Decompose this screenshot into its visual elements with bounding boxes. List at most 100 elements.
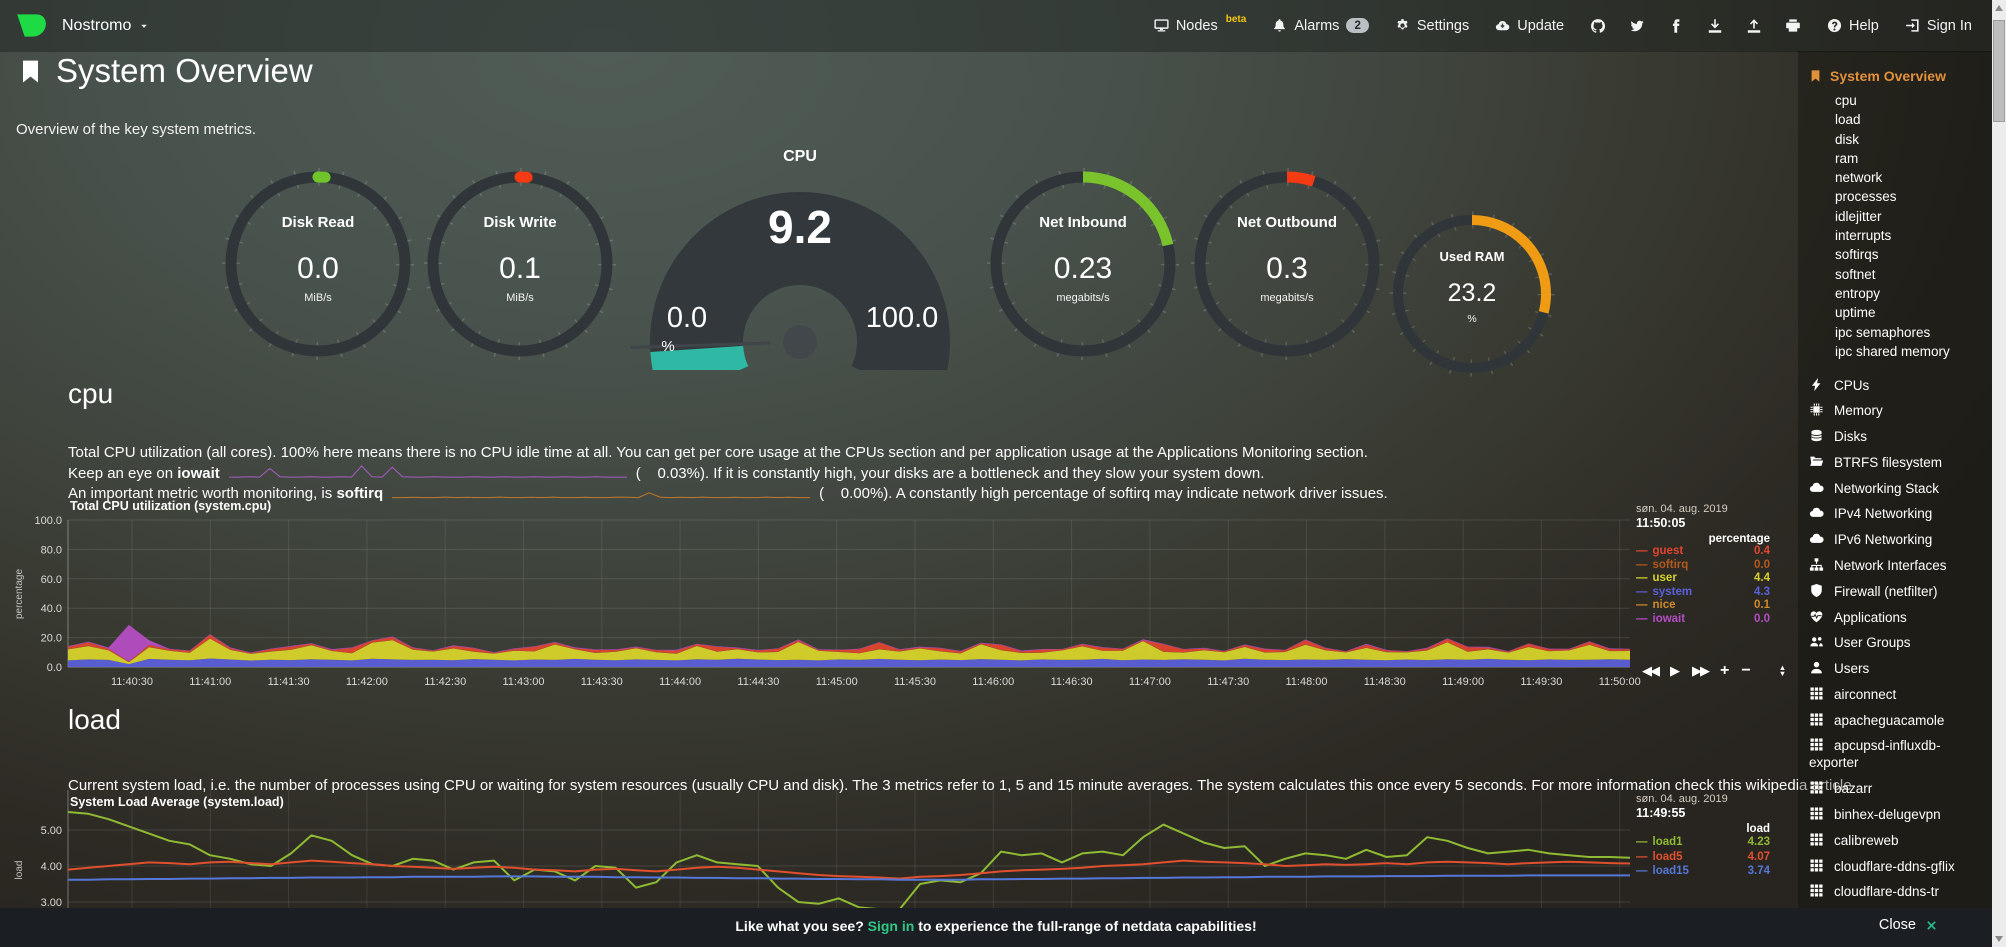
svg-text:11:45:30: 11:45:30 xyxy=(894,676,936,688)
download-icon[interactable] xyxy=(1707,18,1723,34)
update-button[interactable]: Update xyxy=(1495,18,1564,34)
footer-close-button[interactable]: Close xyxy=(1879,917,1938,933)
grid-icon xyxy=(1809,806,1825,821)
sidebar-item-cpus[interactable]: CPUs xyxy=(1809,372,1986,398)
sidebar-item-airconnect[interactable]: airconnect xyxy=(1809,682,1986,708)
bookmark-icon xyxy=(18,58,43,85)
cpu-gauge-min: 0.0 xyxy=(666,302,708,334)
sidebar-item-users[interactable]: Users xyxy=(1809,656,1986,682)
print-icon[interactable] xyxy=(1785,18,1801,34)
settings-button[interactable]: Settings xyxy=(1395,18,1469,34)
hostname-dropdown[interactable]: Nostromo xyxy=(62,17,149,35)
cpu-chart-toolbar: ◀◀ ▶ ▶▶ + − ▲ ▼ xyxy=(1642,662,1786,680)
chart-resize-handle[interactable]: ▲ ▼ xyxy=(1778,662,1787,678)
sidebar-item-network-interfaces[interactable]: Network Interfaces xyxy=(1809,553,1986,579)
sidebar-subitem-ram[interactable]: ram xyxy=(1835,150,1859,166)
sidebar-subitem-softirqs[interactable]: softirqs xyxy=(1835,247,1879,263)
sidebar-subitem-interrupts[interactable]: interrupts xyxy=(1835,228,1892,244)
sidebar-subitem-network[interactable]: network xyxy=(1835,170,1883,186)
footer-banner: Like what you see? Sign in to experience… xyxy=(0,908,1992,947)
disk-read-gauge[interactable]: Disk Read 0.0 MiB/s xyxy=(218,164,418,364)
sidebar-subitem-idlejitter[interactable]: idlejitter xyxy=(1835,208,1882,224)
alarms-button[interactable]: Alarms 2 xyxy=(1272,18,1369,34)
cpu-gauge-chart[interactable]: CPU 9.2 0.0 100.0 % xyxy=(630,142,970,370)
sidebar-subitem-softnet[interactable]: softnet xyxy=(1835,266,1876,282)
twitter-icon[interactable] xyxy=(1629,18,1645,34)
sidebar-item-cloudflare-ddns-tr[interactable]: cloudflare-ddns-tr xyxy=(1809,879,1986,905)
sidebar-item-apacheguacamole[interactable]: apacheguacamole xyxy=(1809,707,1986,733)
sidebar-item-binhex-delugevpn[interactable]: binhex-delugevpn xyxy=(1809,802,1986,828)
legend-entry-softirq[interactable]: — softirq 0.0 xyxy=(1636,558,1770,571)
legend-entry-nice[interactable]: — nice 0.1 xyxy=(1636,599,1770,612)
sidebar-subitem-load[interactable]: load xyxy=(1835,112,1861,128)
legend-entry-load1[interactable]: — load1 4.23 xyxy=(1636,836,1770,848)
sidebar-item-disks[interactable]: Disks xyxy=(1809,424,1986,450)
sidebar-item-ipv4-networking[interactable]: IPv4 Networking xyxy=(1809,501,1986,527)
zoom-out-button[interactable]: − xyxy=(1741,662,1751,679)
rewind-button[interactable]: ◀◀ xyxy=(1642,663,1660,678)
netdata-logo-icon[interactable] xyxy=(14,11,48,40)
gauge-label: Used RAM xyxy=(1439,249,1505,264)
sidebar-item-calibreweb[interactable]: calibreweb xyxy=(1809,827,1986,853)
sidebar-item-memory[interactable]: Memory xyxy=(1809,398,1986,424)
svg-text:4.00: 4.00 xyxy=(41,861,62,873)
nodes-button[interactable]: Nodes beta xyxy=(1154,14,1246,34)
legend-entry-load15[interactable]: — load15 3.74 xyxy=(1636,865,1770,877)
gauge-label: Disk Read xyxy=(281,214,355,231)
question-circle-icon xyxy=(1827,18,1842,33)
help-label: Help xyxy=(1849,17,1879,34)
nodes-label: Nodes xyxy=(1175,17,1218,34)
sidebar-item-cloudflare-ddns-gflix[interactable]: cloudflare-ddns-gflix xyxy=(1809,853,1986,879)
chart-time: 11:50:05 xyxy=(1636,516,1686,530)
sidebar-subitem-cpu[interactable]: cpu xyxy=(1835,93,1857,108)
github-icon[interactable] xyxy=(1590,18,1606,34)
sidebar-item-networking-stack[interactable]: Networking Stack xyxy=(1809,475,1986,501)
footer-signin-link[interactable]: Sign in xyxy=(867,918,915,934)
sidebar-subitem-ipc-semaphores[interactable]: ipc semaphores xyxy=(1835,324,1931,340)
facebook-icon[interactable] xyxy=(1668,18,1684,34)
zoom-in-button[interactable]: + xyxy=(1720,662,1730,679)
help-button[interactable]: Help xyxy=(1827,18,1879,34)
fast-forward-button[interactable]: ▶▶ xyxy=(1692,663,1710,678)
bookmark-icon xyxy=(1809,69,1822,83)
net-outbound-gauge[interactable]: Net Outbound 0.3 megabits/s xyxy=(1187,164,1387,364)
sidebar-item-apcupsd-influxdb-exporter[interactable]: apcupsd-influxdb-exporter xyxy=(1809,738,1941,771)
upload-icon[interactable] xyxy=(1746,18,1762,34)
sidebar-item-ipv6-networking[interactable]: IPv6 Networking xyxy=(1809,527,1986,553)
legend-entry-system[interactable]: — system 4.3 xyxy=(1636,585,1770,598)
play-button[interactable]: ▶ xyxy=(1670,663,1680,678)
sidebar-item-user-groups[interactable]: User Groups xyxy=(1809,630,1986,656)
sidebar-item-applications[interactable]: Applications xyxy=(1809,604,1986,630)
sidebar-subitem-entropy[interactable]: entropy xyxy=(1835,285,1881,301)
page-scrollbar[interactable] xyxy=(1992,0,2006,947)
footer-message: Like what you see? Sign in to experience… xyxy=(735,918,1257,934)
legend-entry-iowait[interactable]: — iowait 0.0 xyxy=(1636,612,1770,625)
sidebar-subitem-disk[interactable]: disk xyxy=(1835,131,1860,147)
sidebar-subitem-ipc-shared-memory[interactable]: ipc shared memory xyxy=(1835,343,1950,359)
legend-entry-load5[interactable]: — load5 4.07 xyxy=(1636,850,1770,863)
gauge-value: 23.2 xyxy=(1447,279,1497,307)
svg-text:20.0: 20.0 xyxy=(41,633,62,645)
svg-text:11:43:30: 11:43:30 xyxy=(581,676,623,688)
sidebar-subitem-uptime[interactable]: uptime xyxy=(1835,305,1876,321)
scrollbar-down-arrow[interactable] xyxy=(1995,936,2003,942)
signin-button[interactable]: Sign In xyxy=(1905,18,1972,34)
sidebar-item-system-overview[interactable]: System Overview xyxy=(1809,68,1986,84)
legend-entry-guest[interactable]: — guest 0.4 xyxy=(1636,545,1770,557)
sidebar-item-btrfs-filesystem[interactable]: BTRFS filesystem xyxy=(1809,450,1986,476)
disk-write-gauge[interactable]: Disk Write 0.1 MiB/s xyxy=(420,164,620,364)
gauge-unit: MiB/s xyxy=(506,292,534,304)
net-inbound-gauge[interactable]: Net Inbound 0.23 megabits/s xyxy=(983,164,1183,364)
sidebar-item-firewall-netfilter-[interactable]: Firewall (netfilter) xyxy=(1809,578,1986,604)
scrollbar-up-arrow[interactable] xyxy=(1995,5,2003,11)
legend-entry-user[interactable]: — user 4.4 xyxy=(1636,572,1770,585)
scrollbar-thumb[interactable] xyxy=(1993,20,2005,122)
sidebar-item-bazarr[interactable]: bazarr xyxy=(1809,776,1986,802)
used-ram-gauge[interactable]: Used RAM 23.2% xyxy=(1387,209,1557,379)
svg-text:40.0: 40.0 xyxy=(41,603,62,615)
sidebar-subitem-processes[interactable]: processes xyxy=(1835,189,1897,205)
load-chart-legend: søn. 04. aug. 2019 11:49:55 load — load1 4.23… xyxy=(1636,793,1770,879)
folder-open-icon xyxy=(1809,454,1825,469)
navbar: Nostromo Nodes beta Alarms 2 Settings Up… xyxy=(0,0,1992,51)
cpu-desc-line3: An important metric worth monitoring, is… xyxy=(68,485,1388,502)
